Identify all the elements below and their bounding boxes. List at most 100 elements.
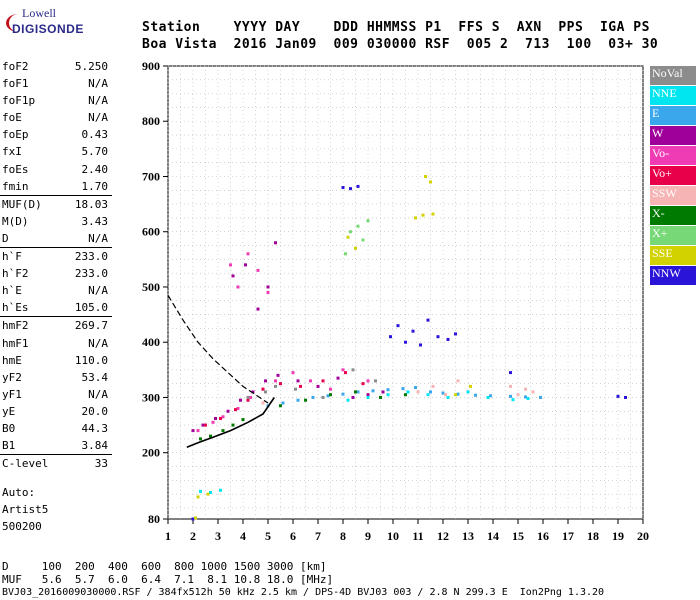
x-tick-label: 5 [265,529,271,543]
param-row: D N/A [0,230,112,247]
echo-point [379,395,382,399]
param-row: C-level 33 [0,454,112,472]
echo-point [454,332,457,336]
echo-point [296,398,300,402]
echo-point [624,395,627,399]
x-tick-label: 2 [190,529,196,543]
param-value: N/A [88,284,108,298]
echo-point [396,324,400,328]
echo-point [341,392,345,396]
echo-point [406,390,410,394]
param-value: 5.70 [81,145,109,159]
x-tick-label: 16 [537,529,549,543]
legend-item: Vo+ [650,166,696,185]
echo-point [341,186,345,190]
echo-point [351,368,355,372]
echo-point [276,373,280,377]
param-row: yF2 53.4 [0,369,112,386]
echo-point [414,386,417,390]
y-tick-label: 300 [142,390,160,404]
legend-item: E [650,106,696,125]
echo-point [366,219,370,223]
echo-point [361,382,365,386]
param-value: 233.0 [74,250,108,264]
echo-point [346,398,350,402]
echo-point [294,387,297,391]
echo-point [489,394,492,398]
echo-point [441,391,445,395]
echo-point [616,394,620,398]
x-tick-label: 15 [512,529,524,543]
echo-point [346,235,350,239]
echo-point [261,401,265,405]
polarization-legend: NoVal NNE E W Vo- Vo+ SSW X- X+ SSE NNW [650,66,696,286]
echo-point [404,340,407,344]
param-name: MUF(D) [2,197,42,211]
echo-point [474,393,477,397]
electron-density-profile-line [186,397,275,448]
echo-point [411,329,415,333]
param-name: hmF2 [2,319,29,333]
echo-point [509,384,512,388]
echo-point [486,395,490,399]
param-value: 20.0 [81,404,109,418]
auto-version: 500200 [2,520,42,533]
echo-point [236,285,240,289]
param-name: D [2,231,9,245]
param-name: foF1p [2,94,36,108]
echo-point [429,390,432,394]
x-tick-label: 13 [462,529,474,543]
echo-point [316,384,320,388]
x-tick-label: 10 [387,529,399,543]
echo-point [444,393,447,397]
param-value: 3.43 [81,214,109,228]
param-row: fmin 1.70 [0,178,112,195]
echo-point [291,371,295,375]
param-row: yF1 N/A [0,386,112,403]
param-name: fmin [2,179,29,193]
param-row: B1 3.84 [0,437,112,454]
echo-point [191,429,195,433]
param-value: 269.7 [74,319,108,333]
param-row: h`F2 233.0 [0,265,112,282]
echo-point [274,379,277,383]
echo-point [524,395,527,399]
legend-item: NNE [650,86,696,105]
y-tick-label: 80 [148,512,160,526]
param-row: hmF1 N/A [0,335,112,352]
param-value: 0.43 [81,128,109,142]
y-tick-label: 700 [142,169,160,183]
echo-point [311,395,315,399]
x-tick-label: 4 [240,529,246,543]
echo-point [349,187,352,191]
x-tick-label: 9 [365,529,371,543]
param-value: 233.0 [74,267,108,281]
echo-point [279,404,282,408]
legend-item: Vo- [650,146,696,165]
legend-item: SSW [650,186,696,205]
echo-point [329,393,332,397]
param-row: foEp 0.43 [0,126,112,143]
echo-point [274,384,277,388]
x-tick-label: 3 [215,529,221,543]
scaled-parameters-panel: foF2 5.250 foF1 N/A foF1p N/A foE N/A foEp 0.43 fx… [0,58,112,472]
echo-point [279,382,282,386]
echo-point [511,398,515,402]
param-name: hmE [2,353,22,367]
auto-program: Artist5 [2,503,49,516]
muf-row: MUF 5.6 5.7 6.0 6.4 7.1 8.1 10.8 18.0 [M… [2,573,334,586]
echo-point [366,395,370,399]
echo-point [229,263,232,267]
param-name: foF2 [2,60,29,73]
param-value: N/A [88,231,108,245]
echo-point [219,488,222,492]
echo-point [221,429,225,433]
param-row: B0 44.3 [0,420,112,437]
logo-lowell: Lowell [22,6,56,20]
param-row: fxI 5.70 [0,143,112,160]
param-value: 3.84 [81,439,109,453]
echo-point [509,394,512,398]
param-row: MUF(D) 18.03 [0,194,112,213]
y-tick-label: 500 [142,280,160,294]
echo-point [371,389,375,393]
